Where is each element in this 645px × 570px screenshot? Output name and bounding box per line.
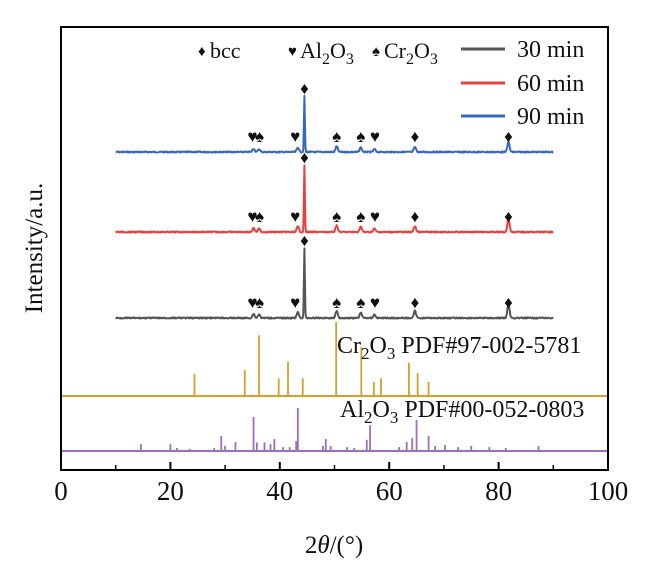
al2o3-marker: ♥ [247,127,257,146]
x-tick-label: 80 [485,476,512,506]
cr2o3-marker: ♠ [356,207,365,226]
cr2o3-marker: ♠ [332,207,341,226]
phase-legend-label: Al2O3 [300,38,354,68]
series-line-90-min [115,94,554,154]
al2o3-marker: ♥ [290,293,300,312]
x-tick-label: 0 [54,476,68,506]
y-axis-label: Intensity/a.u. [21,183,48,314]
bcc-marker: ♦ [300,231,309,250]
bcc-marker: ♦ [411,207,420,226]
phase-legend-symbol: ♦ [198,44,206,60]
reference-label: Al2O3 PDF#00-052-0803 [340,397,584,427]
al2o3-marker: ♥ [370,293,380,312]
legend: 30 min 60 min 90 min [461,37,584,130]
legend-label: 60 min [517,71,584,97]
cr2o3-marker: ♠ [255,207,264,226]
x-tick-label: 100 [588,476,629,506]
al2o3-marker: ♥ [290,127,300,146]
bcc-marker: ♦ [411,293,420,312]
x-tick-label: 60 [376,476,403,506]
reference-label: Cr2O3 PDF#97-002-5781 [337,333,581,363]
bcc-marker: ♦ [504,207,513,226]
bcc-marker: ♦ [411,127,420,146]
cr2o3-marker: ♠ [255,127,264,146]
al2o3-marker: ♥ [290,207,300,226]
cr2o3-marker: ♠ [332,293,341,312]
series-line-60-min [115,164,554,234]
x-tick-label: 20 [157,476,184,506]
series-line-30-min [115,247,554,320]
phase-legend: ♦ bcc ♥ Al2O3 ♠ Cr2O3 [198,38,438,68]
bcc-marker: ♦ [504,293,513,312]
legend-label: 30 min [517,37,584,63]
cr2o3-marker: ♠ [255,293,264,312]
bcc-marker: ♦ [504,127,513,146]
x-tick-label: 40 [266,476,293,506]
al2o3-marker: ♥ [247,207,257,226]
phase-legend-label: Cr2O3 [384,38,438,68]
legend-label: 90 min [517,104,584,130]
al2o3-marker: ♥ [247,293,257,312]
al2o3-marker: ♥ [370,127,380,146]
bcc-marker: ♦ [300,148,309,167]
phase-legend-symbol: ♠ [372,44,380,60]
cr2o3-marker: ♠ [332,127,341,146]
phase-legend-symbol: ♥ [288,44,297,60]
cr2o3-marker: ♠ [356,293,365,312]
x-axis-label: 2θ/(°) [305,532,363,559]
al2o3-marker: ♥ [370,207,380,226]
phase-legend-label: bcc [210,38,241,63]
bcc-marker: ♦ [300,79,309,98]
cr2o3-marker: ♠ [356,127,365,146]
